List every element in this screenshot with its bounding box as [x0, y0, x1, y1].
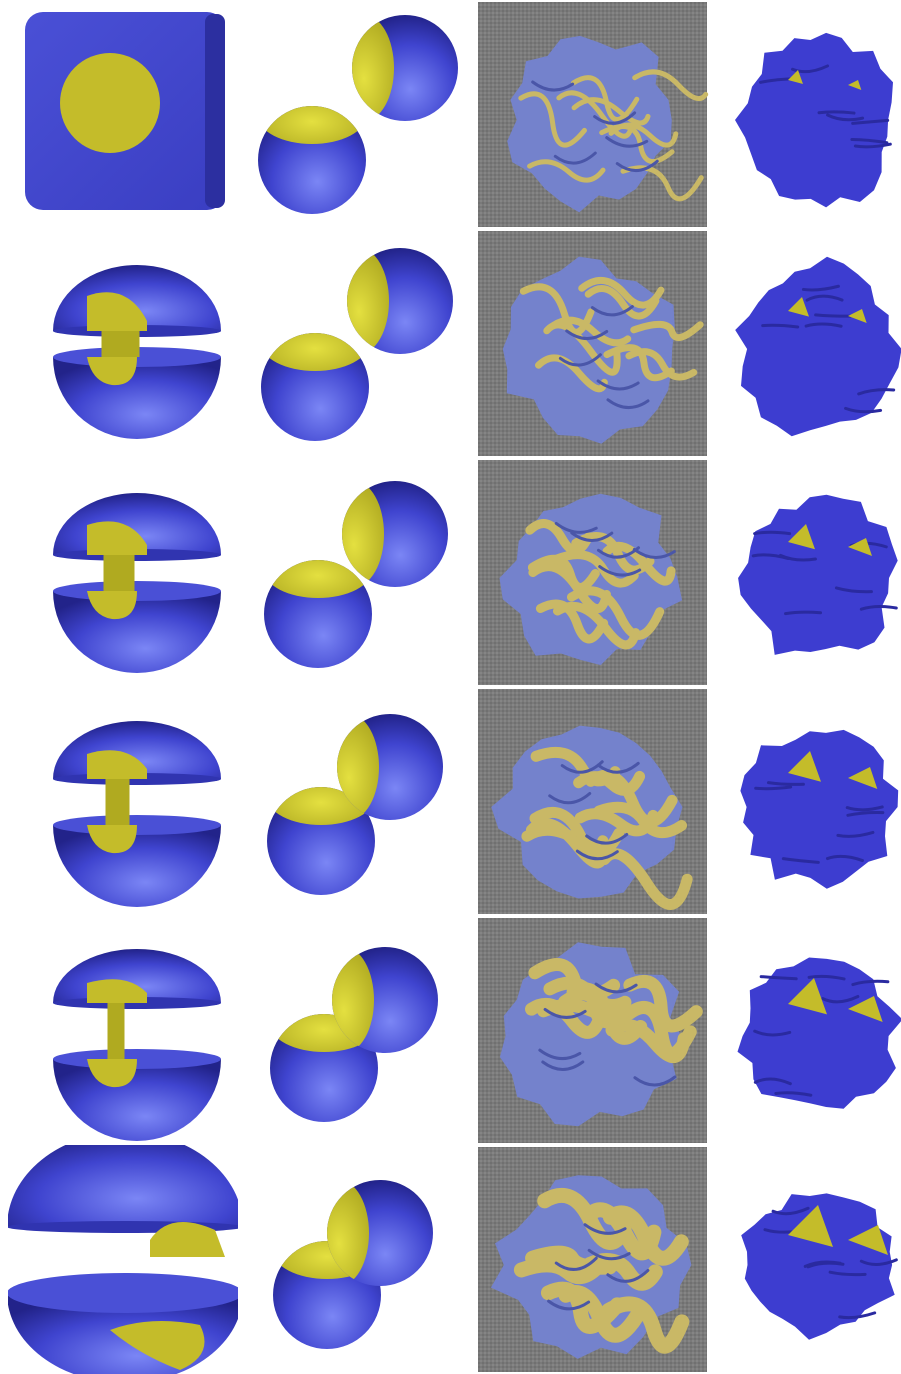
grid-row [7, 1132, 896, 1374]
wrinkle [755, 532, 790, 533]
grid-row [53, 460, 898, 685]
render-grid [0, 0, 901, 1374]
split-sphere [7, 1132, 243, 1374]
grid-row [53, 231, 901, 456]
grid-row [25, 2, 893, 227]
wrinkle [763, 325, 798, 327]
wrinkle [816, 315, 851, 316]
crumpled-surface [738, 495, 898, 655]
split-sphere [53, 721, 221, 907]
wrinkle [786, 612, 821, 614]
page: (() => { JSON.parse(document.getElementB… [0, 0, 901, 1374]
grid-row [53, 918, 901, 1143]
yellow-cap [329, 248, 389, 354]
bottom-half [53, 1059, 221, 1141]
bottom-face [7, 1273, 243, 1313]
cube-edge [205, 14, 225, 208]
bottom-half [53, 825, 221, 907]
yellow-neck [108, 1003, 125, 1059]
crumpled-surface [735, 33, 893, 208]
wrinkle [756, 787, 791, 789]
sphere-cap [258, 88, 366, 144]
crumpled-surface [735, 257, 901, 437]
bottom-half [53, 591, 221, 673]
yellow-cap [258, 88, 366, 144]
yellow-neck [106, 779, 130, 825]
yellow-patch [60, 53, 160, 153]
bottom-half [53, 357, 221, 439]
split-sphere [53, 265, 221, 439]
split-sphere [53, 949, 221, 1141]
wrinkle [819, 112, 854, 113]
yellow-cap [334, 15, 394, 121]
yellow-neck [104, 555, 135, 591]
split-sphere [53, 493, 221, 673]
sphere-cap [334, 15, 394, 121]
grid-row [53, 689, 898, 914]
yellow-neck [102, 331, 140, 357]
sphere-cap [329, 248, 389, 354]
top-half [7, 1132, 243, 1227]
